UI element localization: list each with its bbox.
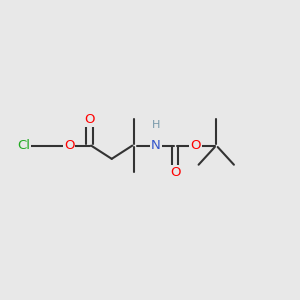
Text: Cl: Cl (17, 139, 30, 152)
Text: O: O (84, 112, 95, 126)
Text: O: O (170, 166, 180, 178)
Text: H: H (152, 120, 160, 130)
Text: O: O (64, 139, 74, 152)
Text: O: O (190, 139, 201, 152)
Text: N: N (151, 139, 161, 152)
